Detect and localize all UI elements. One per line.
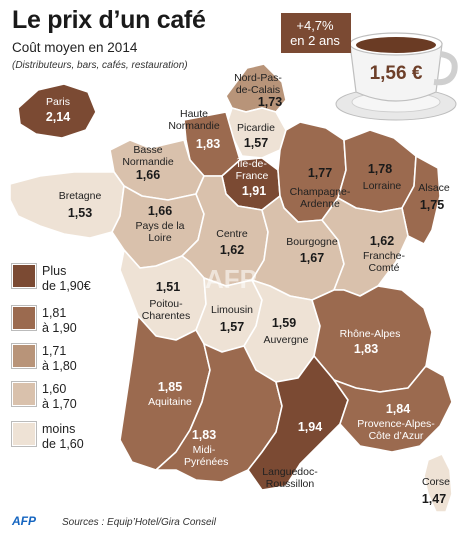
region-value-picardie: 1,57 (243, 136, 269, 150)
watermark-logo: AFP (205, 264, 257, 294)
region-value-auvergne: 1,59 (271, 316, 297, 330)
legend-label: de 1,90€ (42, 278, 91, 293)
region-label-corse: Corse (421, 476, 451, 488)
region-label-paris: Paris (46, 96, 70, 108)
afp-logo: AFP (12, 514, 36, 528)
region-value-lorraine: 1,78 (367, 162, 393, 176)
region-value-pdl: 1,66 (147, 204, 173, 218)
legend-swatch (12, 264, 36, 288)
region-shape-midi (155, 343, 283, 483)
legend-item: Plus de 1,90€ (12, 264, 104, 293)
legend-label: à 1,70 (42, 396, 77, 411)
region-value-bretagne: 1,53 (67, 206, 93, 220)
region-label-aquitaine: Aquitaine (148, 396, 192, 408)
legend-label: à 1,90 (42, 320, 77, 335)
legend-swatch (12, 306, 36, 330)
region-value-centre: 1,62 (219, 243, 245, 257)
region-value-idf: 1,91 (241, 184, 267, 198)
region-label-franche-comte: Franche-Comté (362, 250, 405, 274)
region-value-haute-normandie: 1,83 (195, 137, 221, 151)
region-value-paris: 2,14 (45, 110, 71, 124)
region-label-basse-normandie: Basse Normandie (122, 144, 174, 168)
region-shape-paca (333, 365, 453, 453)
legend-swatch (12, 344, 36, 368)
region-shape-alsace (401, 155, 441, 245)
sources: Sources : Equip’Hotel/Gira Conseil (62, 517, 216, 528)
region-value-languedoc: 1,94 (297, 420, 323, 434)
legend-label: moins (42, 422, 76, 436)
region-label-nord: Nord-Pas-de-Calais (234, 72, 282, 96)
page-title: Le prix d’un café (12, 6, 206, 34)
legend-item: 1,71 à 1,80 (12, 344, 104, 373)
region-label-centre: Centre (216, 228, 248, 240)
legend-item: 1,60 à 1,70 (12, 382, 104, 411)
region-label-bretagne: Bretagne (58, 190, 102, 202)
region-value-basse-normandie: 1,66 (135, 168, 161, 182)
increase-text: +4,7% en 2 ans (283, 18, 347, 48)
scope-note: (Distributeurs, bars, cafés, restauratio… (12, 60, 188, 71)
region-label-champagne: Champagne-Ardenne (289, 186, 351, 210)
region-label-midi: Midi-Pyrénées (184, 444, 229, 468)
coffee-cup-icon (335, 32, 458, 121)
legend-label: 1,71 (42, 344, 67, 358)
region-value-nord: 1,73 (257, 95, 283, 109)
increase-badge (281, 13, 351, 53)
legend-swatch (12, 422, 36, 446)
legend-label: Plus (42, 264, 67, 278)
legend-swatch (12, 382, 36, 406)
region-value-alsace: 1,75 (419, 198, 445, 212)
region-value-poitou: 1,51 (155, 280, 181, 294)
region-label-auvergne: Auvergne (263, 334, 309, 346)
region-label-haute-normandie: Haute Normandie (168, 108, 220, 132)
legend-item: moins de 1,60 (12, 422, 104, 451)
region-value-bourgogne: 1,67 (299, 251, 325, 265)
increase-percent: +4,7% (296, 18, 334, 33)
region-shape-bretagne (9, 171, 125, 239)
region-value-aquitaine: 1,85 (157, 380, 183, 394)
region-shape-corse (423, 453, 453, 513)
region-label-paca: Provence-Alpes-Côte d’Azur (357, 418, 435, 442)
national-price: 1,56 € (369, 63, 423, 84)
region-label-lorraine: Lorraine (362, 180, 402, 192)
region-label-pdl: Pays de la Loire (135, 220, 185, 244)
region-label-poitou: Poitou-Charentes (141, 298, 191, 322)
region-value-rhone-alpes: 1,83 (353, 342, 379, 356)
region-value-franche-comte: 1,62 (369, 234, 395, 248)
region-value-limousin: 1,57 (219, 320, 245, 334)
region-shape-paris (17, 83, 97, 139)
subtitle: Coût moyen en 2014 (12, 40, 138, 55)
region-value-corse: 1,47 (421, 492, 447, 506)
region-value-champagne: 1,77 (307, 166, 333, 180)
region-shape-languedoc (247, 355, 349, 491)
region-label-limousin: Limousin (210, 304, 254, 316)
region-label-alsace: Alsace (418, 182, 450, 194)
region-label-bourgogne: Bourgogne (286, 236, 338, 248)
region-value-paca: 1,84 (385, 402, 411, 416)
region-label-rhone-alpes: Rhône-Alpes (339, 328, 401, 340)
region-label-picardie: Picardie (237, 122, 275, 134)
legend-label: de 1,60 (42, 436, 84, 451)
legend-label: à 1,80 (42, 358, 77, 373)
region-label-languedoc: Languedoc-Roussillon (262, 466, 318, 490)
increase-period: en 2 ans (290, 33, 340, 48)
region-value-midi: 1,83 (191, 428, 217, 442)
region-label-idf: Île-de-France (235, 158, 269, 182)
legend-item: 1,81 à 1,90 (12, 306, 104, 335)
legend-label: 1,81 (42, 306, 67, 320)
legend-label: 1,60 (42, 382, 67, 396)
